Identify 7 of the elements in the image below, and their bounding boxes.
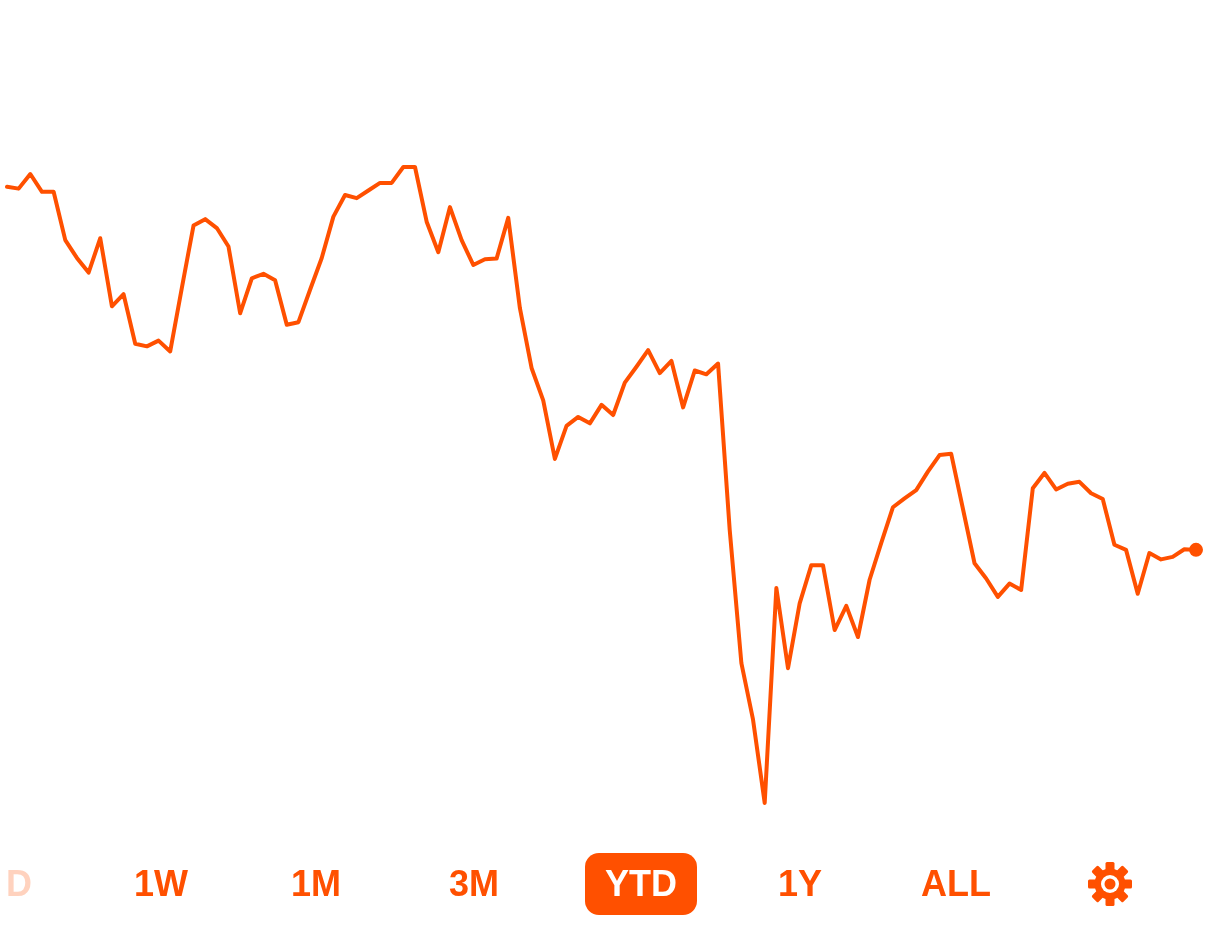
range-label: 1M (291, 866, 341, 902)
selected-range-button: YTD (585, 853, 697, 915)
range-label: 1W (134, 866, 188, 902)
range-label: D (6, 866, 32, 902)
range-label: 3M (449, 866, 499, 902)
range-label: 1Y (778, 866, 822, 902)
range-label: ALL (921, 866, 991, 902)
